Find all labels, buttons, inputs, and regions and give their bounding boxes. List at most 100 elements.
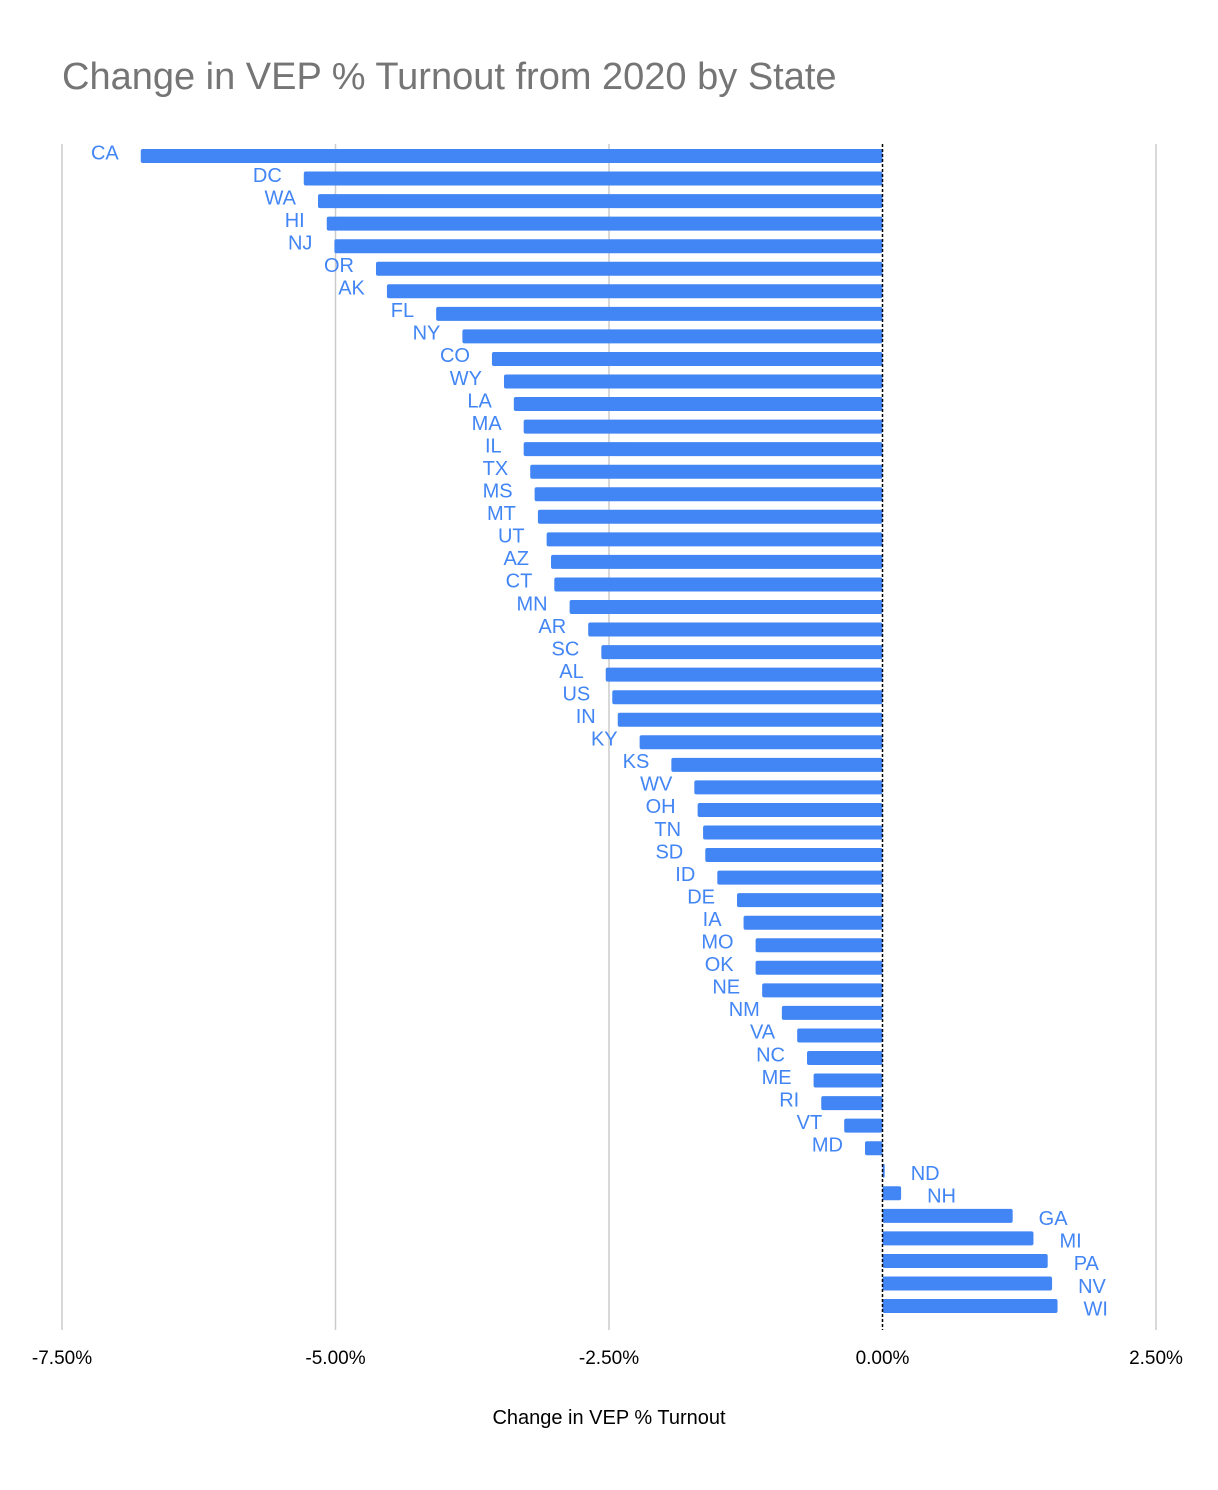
category-label-al: AL [559,661,583,683]
category-label-nj: NJ [288,232,312,254]
bar-wa [317,194,883,209]
bar-az [551,554,883,569]
category-label-mn: MN [517,593,548,615]
bar-pa [882,1253,1048,1268]
category-label-la: LA [467,390,492,412]
bar-sc [601,645,883,660]
category-label-wv: WV [640,774,673,796]
bar-ga [882,1208,1013,1223]
category-label-ny: NY [413,323,441,345]
category-label-az: AZ [503,548,529,570]
bar-de [736,893,883,908]
bar-co [491,351,883,366]
category-label-sc: SC [552,638,580,660]
category-label-tx: TX [483,458,509,480]
bars [140,149,1058,1314]
bar-sd [705,848,883,863]
category-label-wa: WA [265,187,297,209]
bar-ms [534,487,883,502]
x-tick-label: 2.50% [1129,1348,1183,1369]
bar-ne [762,983,883,998]
x-tick-label: -2.50% [579,1348,639,1369]
bar-nm [781,1005,883,1020]
bar-id [717,870,883,885]
bar-md [864,1141,883,1156]
category-label-tn: TN [654,819,681,841]
bar-mo [755,938,883,953]
category-label-me: ME [762,1067,792,1089]
bar-wy [503,374,883,389]
category-label-ut: UT [498,526,525,548]
category-label-mi: MI [1059,1231,1081,1253]
category-label-nv: NV [1078,1276,1106,1298]
bar-al [605,667,883,682]
bar-nj [334,239,883,254]
bar-wv [694,780,883,795]
x-tick-labels: -7.50% -5.00% -2.50% 0.00% 2.50% [32,1348,1183,1369]
category-label-ok: OK [705,954,735,976]
category-label-co: CO [440,345,470,367]
bar-ct [554,577,883,592]
category-label-de: DE [687,886,715,908]
category-label-or: OR [324,255,354,277]
category-label-pa: PA [1074,1253,1100,1275]
bar-dc [303,171,883,186]
bar-me [813,1073,883,1088]
category-label-id: ID [675,864,695,886]
bar-in [617,712,883,727]
category-label-ct: CT [506,571,533,593]
category-label-in: IN [576,706,596,728]
category-label-va: VA [750,1022,776,1044]
chart-title: Change in VEP % Turnout from 2020 by Sta… [62,56,837,98]
category-label-nd: ND [911,1163,940,1185]
x-tick-label: 0.00% [856,1348,910,1369]
category-label-ri: RI [779,1089,799,1111]
category-label-oh: OH [646,796,676,818]
bar-ia [743,915,883,930]
bar-va [797,1028,883,1043]
category-label-ak: AK [338,278,365,300]
bar-ks [671,757,883,772]
category-label-ar: AR [538,616,566,638]
category-label-ks: KS [623,751,650,773]
category-label-vt: VT [797,1112,823,1134]
bar-vt [844,1118,883,1133]
category-label-wy: WY [450,368,482,390]
bar-la [513,397,883,412]
bar-mi [882,1231,1034,1246]
bar-ny [462,329,883,344]
category-label-mt: MT [487,503,516,525]
category-label-fl: FL [391,300,414,322]
bar-ri [821,1096,883,1111]
bar-ma [523,419,883,434]
category-label-ne: NE [712,977,740,999]
bar-tn [703,825,883,840]
category-label-nh: NH [927,1186,956,1208]
bar-mn [569,600,883,614]
bar-fl [436,306,883,321]
category-label-dc: DC [253,165,282,187]
category-label-us: US [562,683,590,705]
category-label-hi: HI [285,210,305,232]
bar-tx [530,464,883,479]
category-label-sd: SD [655,841,683,863]
bar-wi [882,1299,1058,1314]
bar-ak [386,284,883,299]
bar-ar [588,622,883,637]
bar-ca [140,149,883,163]
category-label-ky: KY [591,729,618,751]
bar-or [375,261,883,276]
category-label-nm: NM [729,999,760,1021]
bar-il [523,442,883,457]
bar-mt [537,509,883,524]
category-label-nc: NC [756,1044,785,1066]
bar-ok [755,960,883,975]
category-label-ga: GA [1039,1208,1069,1230]
bar-nh [882,1186,902,1201]
bar-nc [807,1051,883,1065]
x-tick-label: -7.50% [32,1348,92,1369]
category-label-mo: MO [701,932,733,954]
bar-ut [546,532,883,547]
